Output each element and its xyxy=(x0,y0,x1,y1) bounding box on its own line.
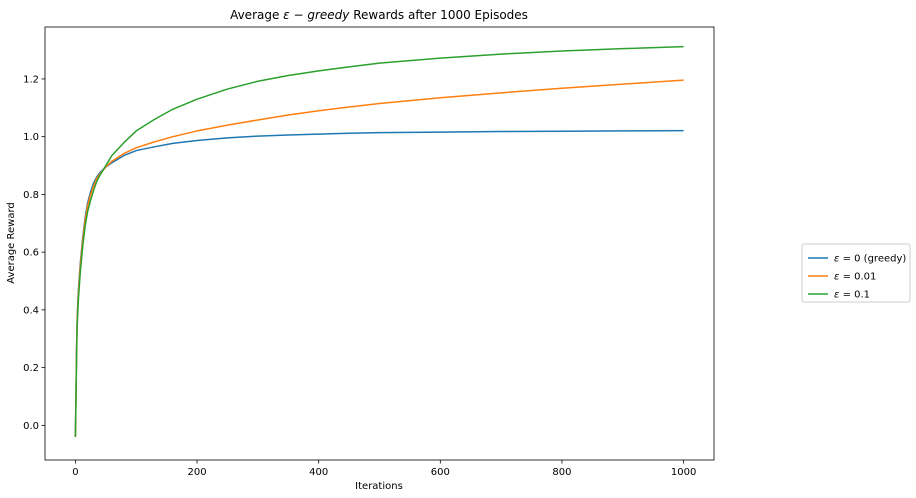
chart-title: Average ε − greedy Rewards after 1000 Ep… xyxy=(230,8,528,22)
plot-frame xyxy=(44,26,715,461)
legend: ε = 0 (greedy) ε = 0.01 ε = 0.1 xyxy=(801,243,911,303)
y-tick-label: 0.8 xyxy=(23,190,39,201)
legend-label-1: ε = 0.01 xyxy=(834,272,876,283)
x-tick-label: 400 xyxy=(309,467,328,478)
y-tick-label: 1.0 xyxy=(23,132,39,143)
x-tick-label: 1000 xyxy=(671,467,696,478)
legend-box xyxy=(801,243,911,303)
legend-label-0: ε = 0 (greedy) xyxy=(834,254,906,265)
y-axis-label: Average Reward xyxy=(6,202,17,283)
y-tick-label: 1.2 xyxy=(23,74,39,85)
x-tick-label: 200 xyxy=(187,467,206,478)
legend-label-2: ε = 0.1 xyxy=(834,290,870,301)
series-line-2 xyxy=(74,45,684,437)
axes-layer: 0 200 400 600 800 1000 0.0 0.2 0.4 0.6 0.8 1.0 1.2 xyxy=(23,26,715,478)
y-tick-label: 0.2 xyxy=(23,363,39,374)
x-axis-label: Iterations xyxy=(355,481,403,492)
series-line-0 xyxy=(74,129,684,437)
x-tick-label: 800 xyxy=(552,467,571,478)
y-tick-label: 0.6 xyxy=(23,248,39,259)
y-tick-label: 0.0 xyxy=(23,421,39,432)
series-line-1 xyxy=(74,79,684,437)
x-tick-label: 600 xyxy=(431,467,450,478)
x-tick-label: 0 xyxy=(72,467,78,478)
series-layer xyxy=(74,45,684,437)
y-tick-label: 0.4 xyxy=(23,305,39,316)
